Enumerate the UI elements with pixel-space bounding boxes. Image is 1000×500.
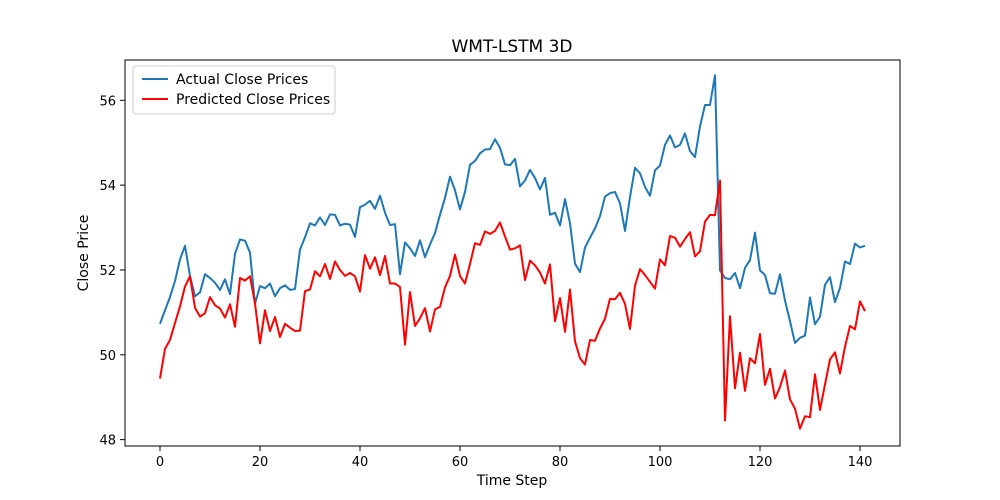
chart-title: WMT-LSTM 3D (451, 37, 572, 57)
x-axis-ticks: 0 20 40 60 80 100 120 140 (156, 446, 873, 470)
y-tick-label: 52 (99, 264, 116, 279)
x-tick-label: 120 (748, 455, 773, 470)
y-tick-label: 50 (99, 349, 116, 364)
x-tick-label: 100 (648, 455, 673, 470)
legend-label-predicted: Predicted Close Prices (176, 92, 330, 108)
x-axis-label: Time Step (476, 473, 548, 489)
series-line-predicted (159, 179, 866, 430)
series-layer (159, 74, 866, 430)
axes-frame (124, 59, 901, 447)
x-tick-label: 60 (452, 455, 469, 470)
series-line-actual (159, 74, 866, 344)
x-tick-label: 140 (848, 455, 873, 470)
legend: Actual Close Prices Predicted Close Pric… (132, 65, 336, 115)
x-tick-label: 40 (352, 455, 369, 470)
x-tick-label: 20 (252, 455, 269, 470)
x-tick-label: 80 (552, 455, 569, 470)
y-tick-label: 48 (99, 434, 116, 449)
legend-box (132, 65, 336, 115)
legend-label-actual: Actual Close Prices (176, 72, 308, 88)
y-tick-label: 54 (99, 179, 116, 194)
y-axis-ticks: 48 50 52 54 56 (99, 94, 125, 449)
x-tick-label: 0 (156, 455, 164, 470)
y-axis-label: Close Price (76, 215, 92, 292)
y-tick-label: 56 (99, 94, 116, 109)
